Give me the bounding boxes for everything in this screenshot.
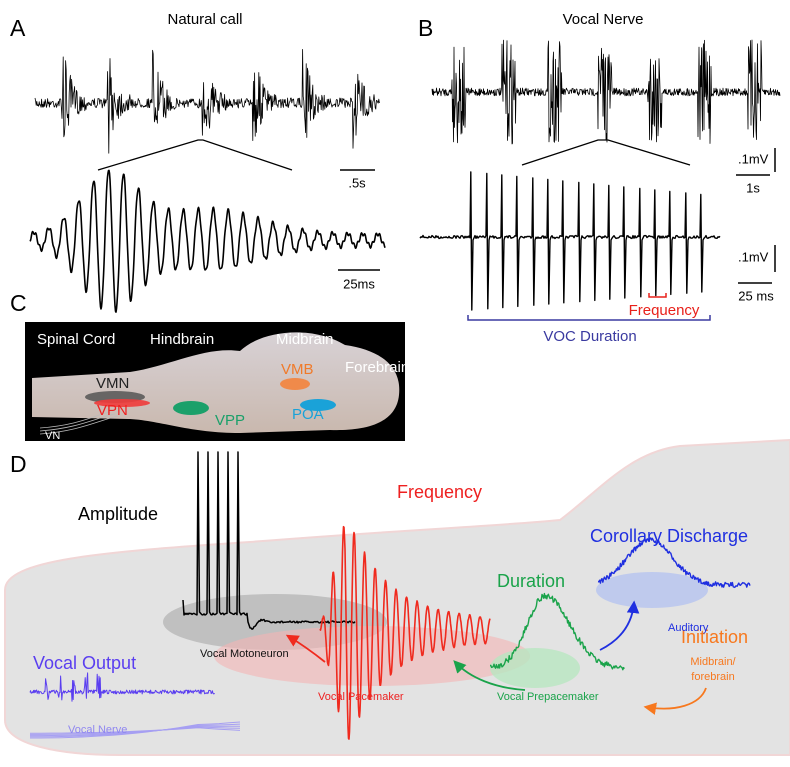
panel-title: Natural call [167,11,242,28]
nerve-trace [432,40,780,144]
prepacemaker-region [490,648,580,688]
region-label: Midbrain [276,331,334,348]
nucleus-vpp [173,401,209,415]
panel-label: B [418,15,433,41]
scale-label: 25ms [343,276,375,291]
call-trace [35,49,379,153]
nucleus-label: VMB [281,361,314,378]
source-label: Midbrain/ [690,656,736,668]
function-label: Frequency [397,482,482,502]
scale-label: 1s [746,180,760,195]
nucleus-vmb [280,378,310,390]
region-label: Spinal Cord [37,331,115,348]
zoom-lines [522,140,690,165]
region-label: Vocal Motoneuron [200,648,289,660]
nucleus-label: VMN [96,375,129,392]
nerve-label: Vocal Nerve [68,724,127,736]
zoom-lines [98,140,292,170]
traces-a [30,49,385,312]
zoom-trace [420,172,720,310]
nerve-label: VN [45,430,60,442]
panel-label: C [10,290,27,316]
scale-label: .5s [348,175,366,190]
frequency-label: Frequency [629,302,700,319]
region-label: Hindbrain [150,331,214,348]
frequency-bracket [649,293,666,297]
nucleus-label: VPP [215,412,245,429]
nucleus-label: POA [292,406,324,423]
zoom-trace [30,170,385,312]
function-label: Corollary Discharge [590,526,748,546]
panel-label: A [10,15,26,41]
duration-label: VOC Duration [543,328,636,345]
source-label: forebrain [691,671,734,683]
region-label: Auditory [668,622,709,634]
scale-label: .1mV [738,151,769,166]
region-label: Vocal Pacemaker [318,691,404,703]
region-label: Forebrain [345,359,409,376]
nucleus-label: VPN [97,402,128,419]
figure: A Natural call .5s 25ms B Vocal Nerve .1… [0,0,790,762]
output-label: Vocal Output [33,653,136,673]
region-label: Vocal Prepacemaker [497,691,599,703]
panel-label: D [10,451,27,477]
traces-b [420,40,780,310]
panel-title: Vocal Nerve [563,11,644,28]
scale-label: 25 ms [738,288,774,303]
scale-label: .1mV [738,249,769,264]
function-label: Amplitude [78,504,158,524]
function-label: Duration [497,571,565,591]
